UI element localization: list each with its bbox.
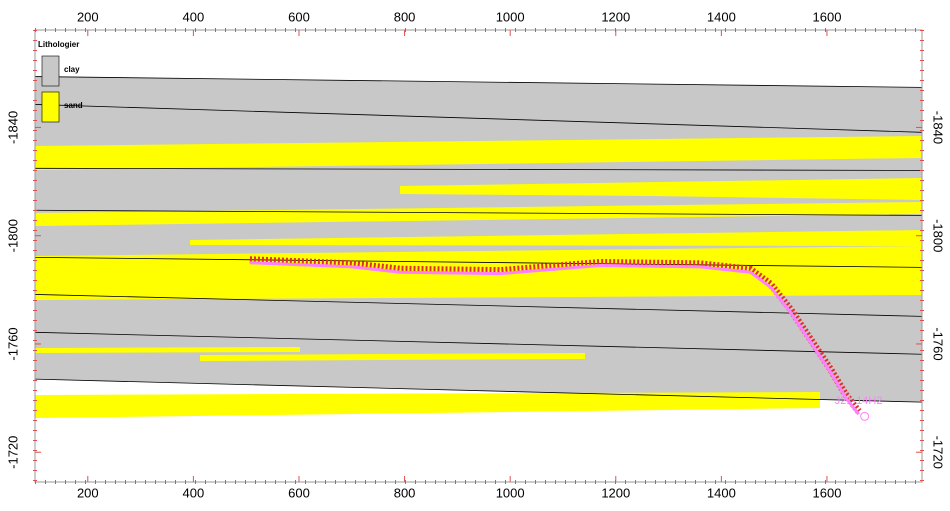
x-tick-label: 800	[394, 485, 416, 500]
sand-body	[400, 178, 922, 200]
y-tick-label: -1760	[931, 327, 946, 360]
well-path	[249, 261, 860, 416]
well-label: J21-14H2	[835, 395, 883, 407]
sand-body	[190, 230, 922, 246]
x-tick-label: 1200	[601, 485, 630, 500]
horizon	[34, 294, 923, 317]
horizon	[34, 256, 923, 268]
x-tick-label: 1400	[707, 485, 736, 500]
sand-body	[35, 347, 300, 353]
legend-swatch	[41, 91, 60, 123]
x-tick-label: 1600	[813, 9, 842, 24]
y-tick-label: -1840	[5, 111, 20, 144]
well-log	[249, 256, 862, 414]
sand-body	[35, 392, 820, 418]
x-tick-label: 600	[288, 9, 310, 24]
y-tick-label: -1720	[931, 436, 946, 469]
x-tick-label: 400	[183, 485, 205, 500]
plot-frame	[34, 29, 923, 483]
horizon	[34, 76, 923, 88]
y-tick-label: -1720	[5, 436, 20, 469]
horizon	[34, 209, 923, 216]
x-tick-label: 600	[288, 485, 310, 500]
x-tick-label: 1600	[813, 485, 842, 500]
sand-body	[35, 202, 922, 226]
x-tick-label: 1000	[496, 9, 525, 24]
x-tick-label: 1400	[707, 9, 736, 24]
y-tick-label: -1800	[5, 219, 20, 252]
y-tick-label: -1760	[5, 327, 20, 360]
legend-label: sand	[64, 101, 83, 110]
horizon	[34, 331, 923, 355]
legend-swatch	[41, 55, 60, 87]
x-tick-label: 800	[394, 9, 416, 24]
sand-body	[200, 353, 585, 361]
x-tick-label: 1000	[496, 485, 525, 500]
x-tick-label: 1200	[601, 9, 630, 24]
y-tick-label: -1840	[931, 111, 946, 144]
x-tick-label: 200	[77, 9, 99, 24]
horizon	[34, 378, 923, 403]
sand-body	[35, 136, 922, 170]
legend-title: Lithologier	[38, 40, 79, 49]
horizon	[34, 167, 923, 171]
x-tick-label: 200	[77, 485, 99, 500]
y-tick-label: -1800	[931, 219, 946, 252]
legend-label: clay	[64, 65, 80, 74]
legend: Lithologier clay sand	[38, 40, 83, 123]
x-tick-label: 400	[183, 9, 205, 24]
overlay: J21-14H2	[34, 76, 923, 421]
horizon	[34, 104, 923, 133]
well-head	[860, 411, 870, 421]
